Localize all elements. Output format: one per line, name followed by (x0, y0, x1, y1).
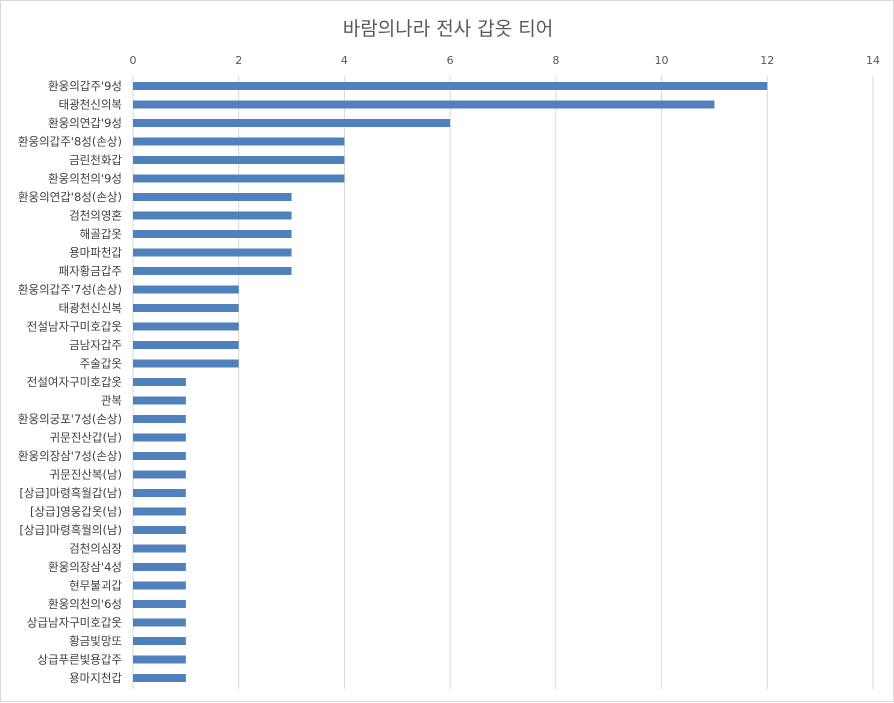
category-label: 검천의영혼 (69, 209, 122, 223)
category-label: 환웅의연갑'8성(손상) (18, 190, 122, 204)
category-label: 금남자갑주 (69, 338, 122, 352)
category-label: 검천의심장 (69, 542, 122, 556)
category-label: 귀문진산복(남) (50, 468, 122, 482)
category-label: 환웅의천의'6성 (48, 597, 122, 611)
category-label: 패자황금갑주 (59, 264, 122, 278)
bar (133, 322, 239, 331)
category-label: 관복 (101, 394, 122, 408)
x-tick-label: 10 (655, 54, 669, 67)
category-label: 용마파천갑 (69, 246, 122, 260)
bar (133, 285, 239, 294)
bar (133, 359, 239, 368)
bar (133, 304, 239, 312)
bar (133, 378, 186, 386)
bar (133, 193, 292, 201)
category-label: [상급]마령흑월갑(남) (19, 486, 122, 500)
category-label: 주술갑옷 (80, 357, 122, 371)
bar (133, 82, 768, 90)
category-label: 황금빛망또 (69, 634, 122, 648)
bar (133, 341, 239, 349)
category-label: [상급]마령흑월의(남) (19, 523, 122, 537)
bar (133, 526, 186, 534)
category-label: 환웅의천의'9성 (48, 172, 122, 186)
bar (133, 100, 715, 109)
bar (133, 581, 186, 590)
category-label: 환웅의장삼'7성(손상) (18, 449, 122, 463)
bar (133, 119, 451, 127)
category-label: 귀문진산갑(남) (50, 431, 122, 445)
bar (133, 563, 186, 571)
bar (133, 674, 186, 682)
category-label: 전설남자구미호갑옷 (27, 320, 122, 334)
bar (133, 230, 292, 238)
category-label: 용마지천갑 (69, 671, 122, 685)
category-label: 상급푸른빛용갑주 (37, 653, 122, 667)
bar (133, 433, 186, 442)
gridlines (132, 76, 874, 689)
bar (133, 489, 186, 497)
bar (133, 415, 186, 423)
category-label: 환웅의연갑'9성 (48, 116, 122, 130)
x-tick-label: 2 (235, 54, 242, 67)
category-label: 금린천화갑 (69, 153, 122, 167)
category-label: 해골갑옷 (80, 227, 122, 241)
bar (133, 396, 186, 405)
category-label: 전설여자구미호갑옷 (27, 375, 122, 389)
category-label: 환웅의궁포'7성(손상) (18, 412, 122, 426)
bar (133, 174, 345, 183)
bar (133, 655, 186, 664)
bar (133, 507, 186, 516)
category-label: 태광천신의복 (59, 98, 122, 112)
x-tick-label: 4 (341, 54, 348, 67)
category-label: [상급]영웅갑옷(남) (30, 505, 122, 519)
x-tick-label: 0 (130, 54, 137, 67)
bar (133, 470, 186, 479)
category-label: 환웅의갑주'7성(손상) (18, 283, 122, 297)
bars (133, 82, 768, 682)
x-tick-label: 14 (866, 54, 880, 67)
x-tick-label: 8 (552, 54, 559, 67)
bar (133, 600, 186, 608)
bar (133, 452, 186, 460)
bar (133, 544, 186, 553)
x-axis-ticks: 0 2 4 6 8 10 12 14 (130, 54, 881, 67)
bar (133, 618, 186, 627)
bar (133, 137, 345, 146)
category-label: 태광천신신복 (59, 301, 122, 315)
bar (133, 267, 292, 275)
x-tick-label: 6 (447, 54, 454, 67)
category-label: 환웅의갑주'9성 (48, 79, 122, 93)
chart-title: 바람의나라 전사 갑옷 티어 (343, 18, 553, 40)
bar (133, 156, 345, 164)
bar (133, 211, 292, 220)
category-label: 현무불괴갑 (69, 579, 122, 593)
category-label: 환웅의갑주'8성(손상) (18, 135, 122, 149)
category-label: 상급남자구미호갑옷 (27, 616, 122, 630)
bar (133, 248, 292, 257)
x-tick-label: 12 (760, 54, 774, 67)
bar (133, 637, 186, 645)
category-label: 환웅의장삼'4성 (48, 560, 122, 574)
